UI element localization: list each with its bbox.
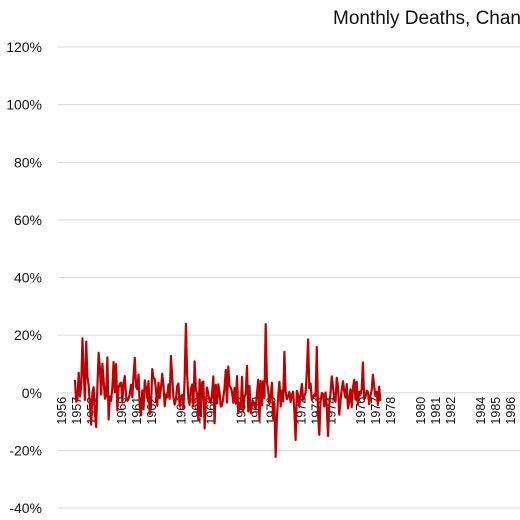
x-tick-label: 1986 [504,397,518,425]
x-tick-label: 1985 [489,397,503,425]
x-tick-label: 1984 [474,397,488,425]
series-line [73,322,382,459]
x-tick-label: 1982 [444,397,458,425]
chart-title: Monthly Deaths, Chang [333,8,520,29]
x-tick-label: 1972 [294,397,308,425]
y-tick-label: -40% [9,500,42,516]
y-tick-label: 60% [14,212,42,228]
series-layer [73,322,382,459]
x-tick-label: 1976 [354,397,368,425]
x-tick-label: 1977 [369,397,383,425]
y-tick-label: -20% [9,442,42,458]
gridlines [58,46,520,509]
y-tick-label: 100% [6,97,42,113]
x-tick-label: 1962 [145,397,159,425]
y-tick-label: 40% [14,270,42,286]
x-tick-label: 1978 [384,397,398,425]
x-tick-label: 1964 [175,397,189,425]
x-tick-label: 1957 [70,397,84,425]
y-axis-tick-labels: -40% -20% 0% 20% 40% 60% 80% 100% 120% [6,39,42,516]
x-axis-tick-labels: 1956 1957 1958 1960 1961 1962 1964 1965 1966 1968… [55,397,518,425]
y-tick-label: 20% [14,327,42,343]
y-tick-label: 120% [6,39,42,55]
x-tick-label: 1956 [55,397,69,425]
x-tick-label: 1981 [429,397,443,425]
x-tick-label: 1980 [414,397,428,425]
y-tick-label: 80% [14,154,42,170]
y-tick-label: 0% [22,385,42,401]
